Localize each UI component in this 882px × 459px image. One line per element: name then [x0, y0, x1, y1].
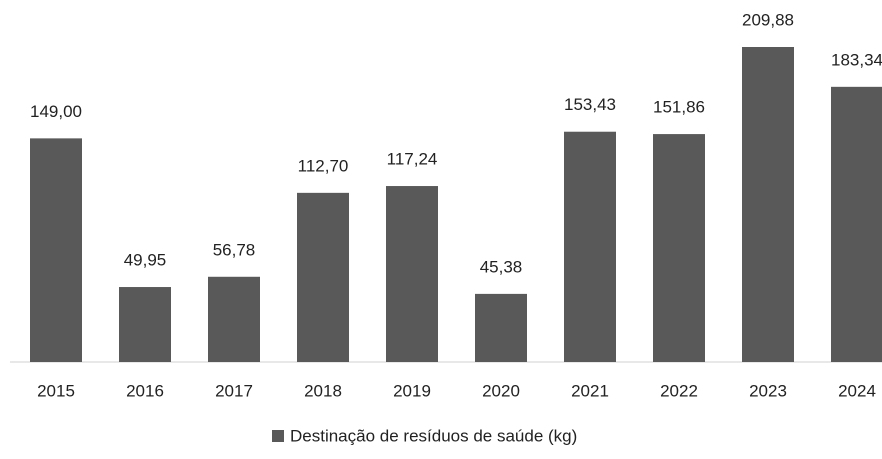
x-tick-label: 2024: [838, 381, 876, 400]
data-label: 209,88: [742, 10, 794, 29]
x-tick-label: 2023: [749, 381, 787, 400]
bar: [208, 276, 260, 362]
bar: [831, 86, 882, 362]
data-label: 45,38: [480, 257, 523, 276]
x-tick-label: 2015: [37, 381, 75, 400]
x-tick-label: 2018: [304, 381, 342, 400]
data-label: 149,00: [30, 102, 82, 121]
bar: [297, 192, 349, 362]
x-tick-label: 2022: [660, 381, 698, 400]
bar: [653, 134, 705, 362]
data-label: 183,34: [831, 50, 882, 69]
x-tick-label: 2020: [482, 381, 520, 400]
bar: [475, 293, 527, 362]
data-label: 151,86: [653, 98, 705, 117]
data-label: 117,24: [387, 150, 438, 169]
data-label: 112,70: [298, 156, 349, 175]
x-tick-label: 2021: [571, 381, 609, 400]
x-tick-label: 2019: [393, 381, 431, 400]
data-label: 49,95: [124, 251, 167, 270]
x-tick-label: 2017: [215, 381, 253, 400]
data-label: 153,43: [564, 95, 616, 114]
bar: [742, 47, 794, 362]
bar: [119, 287, 171, 362]
bar: [564, 131, 616, 362]
legend-label: Destinação de resíduos de saúde (kg): [290, 426, 577, 445]
legend-swatch: [272, 430, 284, 442]
bar: [30, 138, 82, 362]
bar: [386, 186, 438, 362]
x-tick-label: 2016: [126, 381, 164, 400]
data-label: 56,78: [213, 240, 256, 259]
